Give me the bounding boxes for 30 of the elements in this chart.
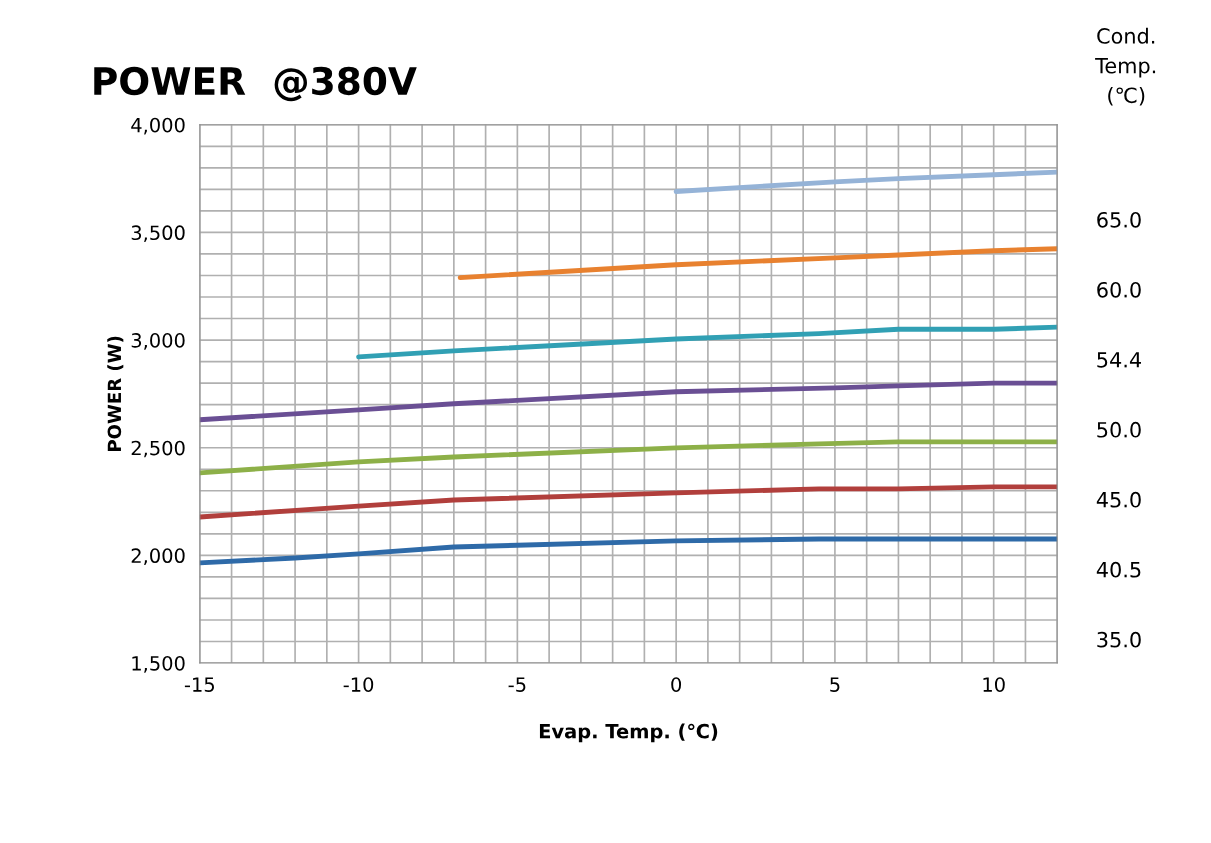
y-axis-title: POWER (W): [107, 336, 124, 451]
text: 65.0: [1097, 211, 1141, 228]
x-tick-label: 5: [830, 677, 840, 692]
line-series: [199, 380, 1058, 423]
chart-title: POWER @380V: [94, 66, 417, 102]
line-series: [457, 246, 1058, 281]
text: 54.4: [1097, 352, 1141, 368]
line-series: [199, 536, 1058, 566]
legend-title: Cond. Temp. (℃): [1095, 27, 1156, 106]
x-axis-title: Evap. Temp. (℃): [539, 723, 718, 743]
x-tick-label: -10: [343, 677, 374, 692]
text: 50.0: [1097, 421, 1141, 438]
line-series: [199, 439, 1058, 476]
x-tick-label: -5: [508, 677, 526, 692]
y-tick-label: 1,500: [132, 655, 185, 673]
line-series: [673, 169, 1058, 194]
y-tick-label: 3,000: [131, 333, 185, 350]
x-tick-label: 0: [671, 677, 682, 692]
x-tick-label: 10: [983, 677, 1005, 692]
y-tick-label: 2,500: [131, 440, 185, 458]
y-tick-label: 2,000: [131, 548, 185, 566]
y-tick-label: 4,000: [131, 117, 185, 135]
text: 60.0: [1097, 281, 1141, 298]
line-series: [199, 484, 1058, 520]
x-tick-label: -15: [184, 677, 214, 692]
line-series: [356, 324, 1058, 360]
y-tick-label: 3,500: [131, 225, 185, 243]
text: 45.0: [1096, 491, 1141, 508]
text: 35.0: [1097, 631, 1141, 648]
text: 40.5: [1096, 561, 1141, 578]
